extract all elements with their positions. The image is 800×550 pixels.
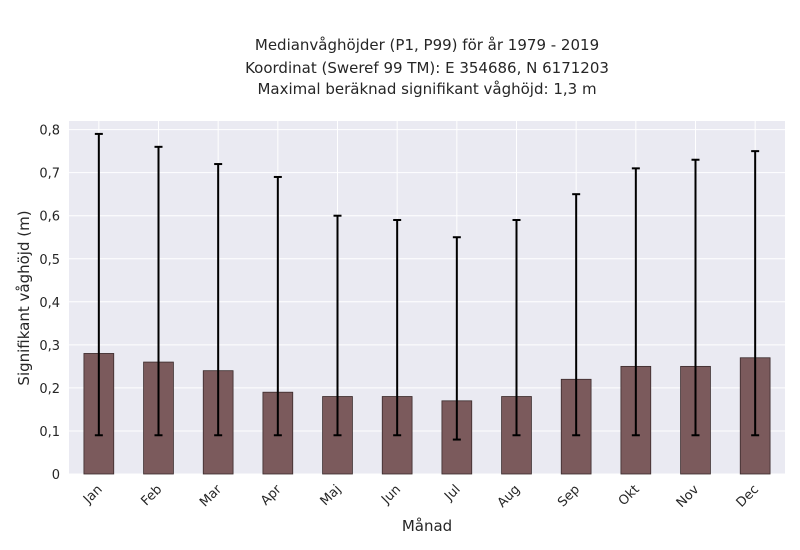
y-tick-label: 0,3 xyxy=(39,339,60,354)
x-tick-label-feb: Feb xyxy=(138,482,165,509)
errorbar-jun xyxy=(393,219,402,437)
x-tick-label-maj: Maj xyxy=(318,482,345,509)
x-tick-label-mar: Mar xyxy=(197,482,225,510)
errorbar-nov xyxy=(691,158,700,437)
chart-title-line-2-text: Koordinat (Sweref 99 TM): E 354686, N 61… xyxy=(245,59,609,77)
y-tick-label: 0,8 xyxy=(39,124,60,139)
x-axis-label: Månad xyxy=(402,517,452,535)
chart-title-line-3: Maximal beräknad signifikant våghöjd: 1,… xyxy=(0,80,800,98)
chart-title-line-2: Koordinat (Sweref 99 TM): E 354686, N 61… xyxy=(0,59,800,77)
errorbar-feb xyxy=(154,145,163,437)
errorbar-dec xyxy=(751,150,760,437)
x-tick-label-nov: Nov xyxy=(674,482,703,511)
x-tick-label-okt: Okt xyxy=(616,482,643,509)
errorbar-okt xyxy=(631,167,640,437)
y-axis-ticks: 0 0,1 0,2 0,3 0,4 0,5 0,6 0,7 0,8 xyxy=(39,124,60,483)
errorbar-sep xyxy=(572,193,581,437)
x-tick-label-jun: Jun xyxy=(378,482,404,508)
y-tick-label: 0,6 xyxy=(39,210,60,225)
y-tick-label: 0,1 xyxy=(39,425,60,440)
x-tick-label-apr: Apr xyxy=(258,482,285,509)
errorbar-maj xyxy=(333,214,342,437)
errorbar-apr xyxy=(273,175,282,437)
errorbar-mar xyxy=(214,163,223,437)
error-bars xyxy=(94,132,760,441)
chart-title-line-3-text: Maximal beräknad signifikant våghöjd: 1,… xyxy=(257,80,597,98)
x-tick-label-jul: Jul xyxy=(441,482,463,504)
x-tick-label-aug: Aug xyxy=(495,482,524,511)
y-axis-label: Signifikant våghöjd (m) xyxy=(15,210,33,385)
plot-background xyxy=(69,121,785,474)
errorbar-aug xyxy=(512,219,521,437)
y-tick-label: 0,2 xyxy=(39,382,60,397)
y-tick-label: 0,4 xyxy=(39,296,60,311)
chart-title-line-1: Medianvåghöjder (P1, P99) för år 1979 - … xyxy=(0,36,800,54)
x-axis-ticks: Jan Feb Mar Apr Maj Jun Jul Aug Sep Okt Nov Dec xyxy=(80,482,762,511)
errorbar-jul xyxy=(452,236,461,441)
x-tick-label-sep: Sep xyxy=(555,482,583,510)
plot-area xyxy=(69,121,785,474)
x-tick-label-jan: Jan xyxy=(80,482,105,507)
y-tick-label: 0,5 xyxy=(39,253,60,268)
x-tick-label-dec: Dec xyxy=(734,482,762,510)
y-tick-label: 0 xyxy=(52,468,60,483)
chart-title-line-1-text: Medianvåghöjder (P1, P99) för år 1979 - … xyxy=(254,36,600,54)
y-tick-label: 0,7 xyxy=(39,167,60,182)
errorbar-jan xyxy=(94,132,103,437)
